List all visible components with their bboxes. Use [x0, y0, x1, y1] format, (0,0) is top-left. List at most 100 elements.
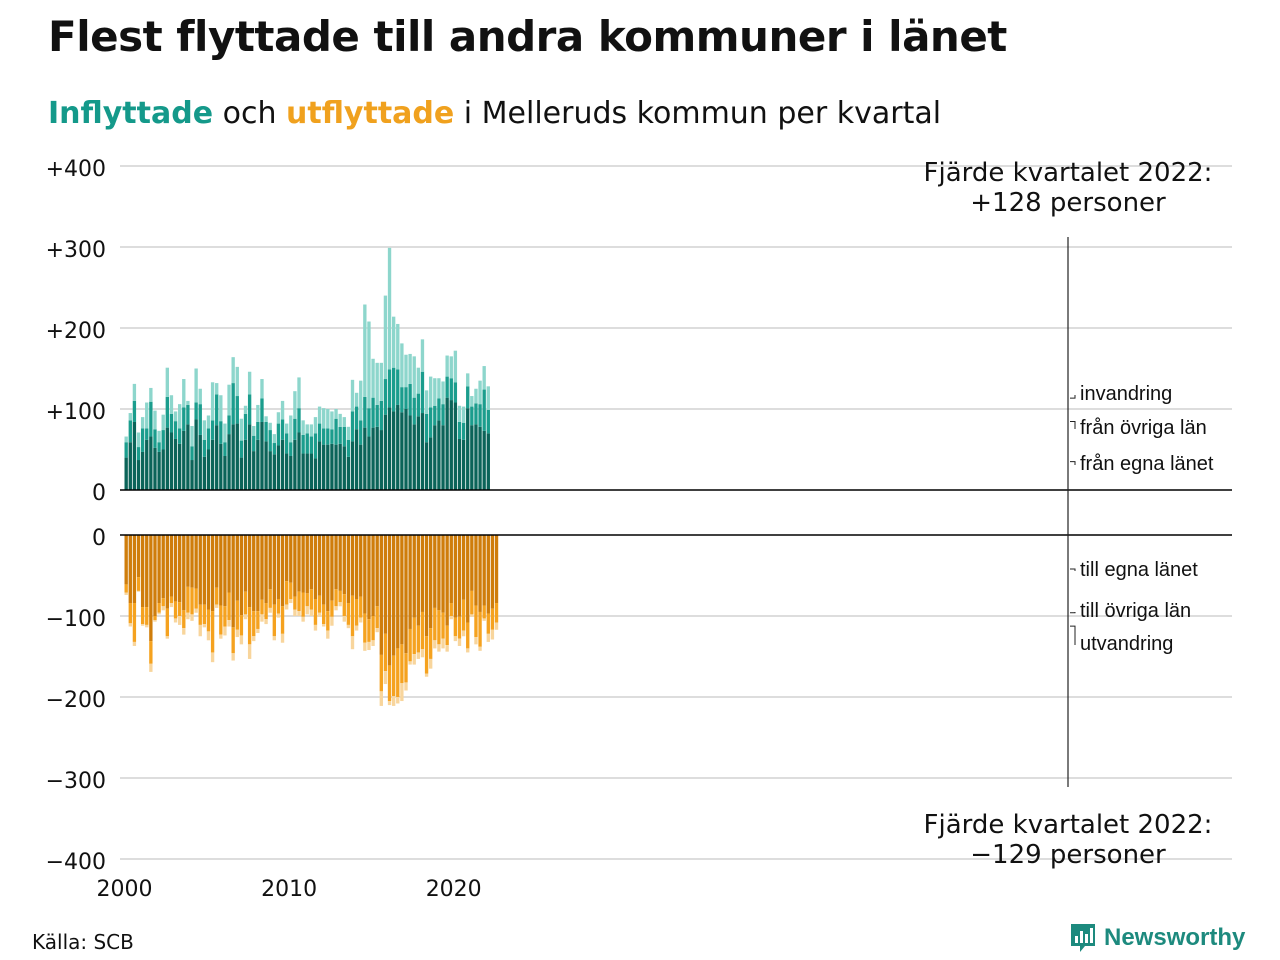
bar-out-2	[169, 603, 174, 608]
bar-out-2	[293, 609, 297, 616]
bar-out-2	[470, 614, 474, 617]
bar-out-2	[227, 620, 231, 627]
bar-out-0	[408, 535, 412, 629]
bar-in-2	[186, 400, 190, 405]
bar-in-2	[149, 387, 153, 402]
bar-in-1	[301, 434, 305, 454]
bar-in-2	[445, 355, 449, 377]
bar-layer	[124, 247, 499, 706]
bar-out-0	[322, 535, 326, 605]
bar-in-0	[379, 430, 383, 490]
bar-out-2	[412, 654, 416, 665]
bar-out-1	[466, 622, 470, 649]
bar-in-1	[264, 421, 268, 442]
bar-out-1	[161, 598, 165, 607]
bar-out-1	[490, 608, 495, 630]
bar-in-0	[367, 436, 371, 490]
bar-in-2	[219, 395, 223, 422]
bar-in-2	[346, 426, 351, 440]
bar-in-1	[243, 413, 248, 440]
bar-out-0	[437, 535, 441, 611]
bar-out-0	[136, 535, 141, 578]
bar-out-0	[404, 535, 408, 654]
bar-out-1	[231, 627, 235, 654]
bar-in-2	[227, 384, 231, 416]
bar-in-1	[322, 428, 326, 445]
bar-out-0	[350, 535, 355, 596]
bar-out-2	[367, 641, 371, 651]
subtitle-in-word: Inflyttade	[48, 96, 214, 131]
bar-in-2	[363, 304, 367, 397]
bar-in-1	[470, 406, 474, 426]
bar-out-2	[494, 622, 499, 630]
bar-out-1	[359, 596, 363, 618]
bar-in-1	[342, 426, 346, 447]
bar-in-1	[145, 428, 149, 440]
bar-in-0	[433, 425, 437, 490]
bar-out-2	[449, 616, 453, 620]
bar-out-2	[342, 616, 346, 622]
bar-out-0	[346, 535, 351, 604]
bar-in-0	[235, 423, 239, 490]
bar-in-2	[416, 367, 421, 394]
bar-in-0	[391, 411, 396, 490]
bar-in-2	[420, 339, 425, 372]
bar-in-1	[396, 369, 400, 405]
bar-in-2	[297, 377, 301, 409]
bar-out-2	[474, 637, 478, 645]
bar-in-1	[334, 418, 338, 445]
end-label-connector	[1070, 395, 1076, 399]
bar-out-1	[227, 592, 231, 621]
bar-out-2	[182, 628, 186, 635]
bar-in-2	[342, 417, 346, 427]
y-tick-label: 0	[92, 481, 106, 506]
annotation-in-line2: +128 personer	[970, 188, 1166, 218]
bar-out-2	[466, 648, 470, 653]
bar-in-0	[461, 439, 466, 490]
bar-out-2	[247, 644, 252, 659]
bar-in-1	[363, 396, 367, 428]
bar-in-2	[223, 423, 227, 443]
bar-out-2	[486, 633, 490, 642]
bar-out-0	[182, 535, 186, 611]
subtitle-mid: och	[213, 96, 286, 131]
y-tick-label: +100	[46, 400, 106, 425]
brand-logo[interactable]: Newsworthy	[1068, 922, 1245, 954]
annotation-in-line1: Fjärde kvartalet 2022:	[924, 158, 1213, 188]
bar-in-2	[317, 406, 322, 424]
bar-out-0	[416, 535, 421, 626]
bar-in-2	[173, 411, 178, 422]
bar-in-0	[169, 432, 174, 490]
bar-in-1	[408, 383, 412, 416]
bar-out-1	[289, 582, 293, 599]
bar-out-0	[466, 535, 470, 623]
newsworthy-logo-icon	[1071, 924, 1095, 952]
bar-in-2	[145, 402, 149, 429]
bar-out-1	[186, 586, 190, 613]
bar-out-0	[449, 535, 453, 604]
bar-in-1	[317, 423, 322, 442]
bar-out-2	[276, 613, 281, 618]
bar-in-0	[404, 409, 408, 490]
bar-in-1	[140, 428, 145, 452]
bar-in-1	[367, 408, 371, 437]
bar-out-0	[338, 535, 342, 591]
bar-out-1	[317, 595, 322, 613]
bar-in-2	[309, 424, 314, 437]
bar-out-0	[433, 535, 437, 608]
bar-in-0	[186, 424, 190, 490]
bar-in-1	[136, 447, 141, 461]
bar-out-2	[289, 598, 293, 604]
bar-in-2	[457, 405, 462, 422]
bar-in-0	[223, 455, 227, 490]
bar-in-1	[227, 415, 231, 435]
bar-out-0	[268, 535, 272, 590]
bar-out-0	[178, 535, 182, 603]
bar-in-1	[338, 426, 342, 444]
bar-in-0	[297, 432, 301, 490]
bar-out-0	[305, 535, 309, 594]
bar-out-0	[387, 535, 392, 666]
bar-out-2	[194, 608, 198, 613]
bar-out-0	[470, 535, 474, 591]
x-tick-label: 2020	[426, 877, 482, 902]
